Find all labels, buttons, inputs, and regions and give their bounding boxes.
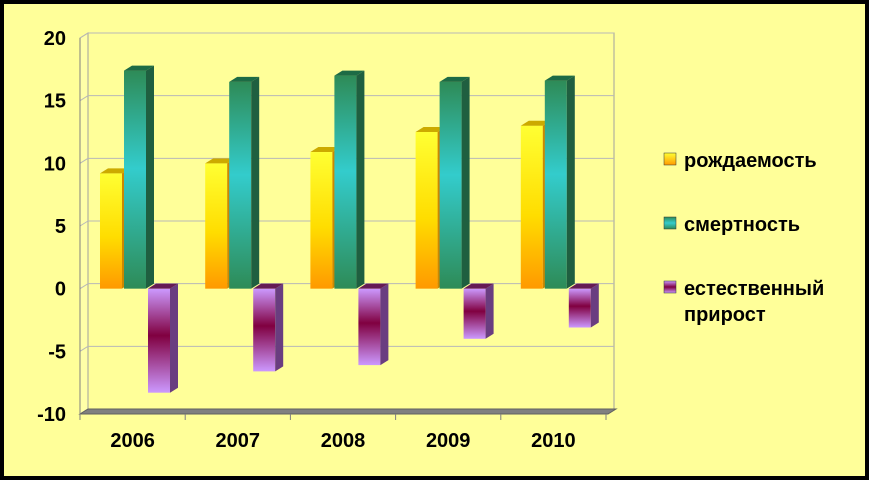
bar-front — [253, 288, 276, 372]
y-tick-label: 5 — [55, 216, 66, 238]
bar-top — [229, 76, 260, 82]
bar-side — [485, 283, 494, 339]
bar-top — [205, 158, 236, 164]
gridline-side — [79, 157, 89, 164]
y-tick-label: -10 — [37, 404, 66, 426]
bar-top — [358, 283, 389, 289]
y-tick-label: 20 — [44, 28, 66, 50]
legend-birth-rate: рождаемость — [663, 150, 817, 172]
gridline-side — [79, 283, 89, 290]
natural-growth-bar — [463, 283, 494, 339]
gridline-side — [79, 345, 89, 352]
bar-front — [205, 163, 228, 289]
legend-natural-growth: естественный прирост — [663, 278, 824, 326]
bar-top — [148, 283, 178, 289]
bar-top — [568, 283, 599, 289]
bar-front — [358, 288, 381, 366]
legend-label-line: естественный — [684, 278, 824, 300]
gridline-side — [79, 95, 89, 102]
natural-growth-bar — [568, 283, 599, 328]
bar-front — [334, 75, 357, 289]
bar-front — [124, 70, 146, 289]
gridline-side — [79, 32, 89, 39]
bar-front — [439, 81, 462, 289]
bar-top — [463, 283, 494, 289]
legend-label: естественный прирост — [684, 278, 824, 326]
bar-front — [148, 288, 170, 393]
bar-top — [520, 120, 551, 126]
natural-growth-bar — [358, 283, 389, 366]
bar-side — [251, 76, 260, 289]
y-tick-label: 0 — [55, 279, 66, 301]
bar-front — [544, 80, 567, 289]
legend: рождаемость смертность естественный прирост — [663, 150, 824, 326]
bar-side — [380, 283, 389, 366]
legend-label: смертность — [684, 214, 800, 236]
x-tick-label: 2008 — [321, 430, 366, 452]
death-rate-bar — [439, 76, 470, 289]
death-rate-bar — [334, 70, 365, 289]
natural-growth-bar — [148, 283, 178, 393]
bar-front — [310, 152, 333, 289]
legend-swatch — [663, 216, 677, 230]
bar-front — [229, 81, 252, 289]
bar-side — [566, 75, 575, 289]
death-rate-bar — [229, 76, 260, 289]
natural-growth-bar — [253, 283, 284, 372]
bar-top — [253, 283, 284, 289]
legend-label-line: смертность — [684, 214, 800, 236]
axes: 20 15 10 5 0 -5 -10 2006 2007 2008 2009 2010 — [37, 28, 618, 452]
bar-side — [170, 283, 178, 393]
plot-floor — [78, 408, 618, 415]
death-rate-bar — [544, 75, 575, 289]
bar-top — [439, 76, 470, 82]
x-tick-label: 2007 — [216, 430, 261, 452]
bar-front — [520, 125, 543, 289]
y-tick-label: 10 — [44, 153, 66, 175]
bar-top — [310, 147, 341, 153]
bars — [100, 65, 599, 393]
gridline-side — [79, 220, 89, 227]
bar-top — [100, 168, 130, 174]
bar-side — [590, 283, 599, 328]
bar-chart: 20 15 10 5 0 -5 -10 2006 2007 2008 2009 2010 рождае… — [37, 28, 824, 452]
legend-death-rate: смертность — [663, 214, 800, 236]
bar-side — [356, 70, 365, 289]
bar-top — [415, 127, 446, 132]
chart-frame: 20 15 10 5 0 -5 -10 2006 2007 2008 2009 2010 рождае… — [4, 4, 865, 476]
legend-label-line: прирост — [684, 304, 766, 326]
y-tick-label: 15 — [44, 91, 66, 113]
y-tick-label: -5 — [48, 341, 66, 363]
bar-side — [275, 283, 284, 372]
bar-front — [568, 288, 591, 328]
bar-side — [146, 65, 154, 289]
bar-side — [461, 76, 470, 289]
x-tick-label: 2009 — [426, 430, 471, 452]
x-tick-label: 2010 — [531, 430, 576, 452]
bar-top — [334, 70, 365, 76]
bar-top — [124, 65, 154, 71]
bar-front — [463, 288, 486, 339]
bar-front — [100, 173, 122, 289]
legend-label-line: рождаемость — [684, 150, 817, 172]
bar-front — [415, 132, 438, 289]
x-tick-label: 2006 — [110, 430, 155, 452]
bar-top — [544, 75, 575, 81]
death-rate-bar — [124, 65, 154, 289]
legend-swatch — [663, 280, 677, 294]
legend-label: рождаемость — [684, 150, 817, 172]
legend-swatch — [663, 152, 677, 166]
